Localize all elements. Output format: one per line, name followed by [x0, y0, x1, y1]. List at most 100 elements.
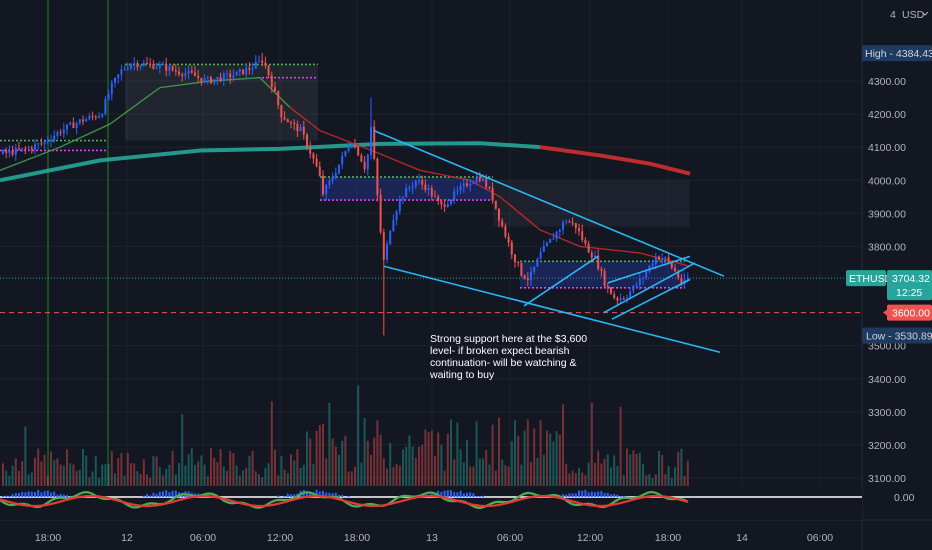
candle-body[interactable] [482, 178, 484, 181]
candle-body[interactable] [40, 143, 43, 145]
candle-body[interactable] [190, 70, 193, 73]
candle-body[interactable] [552, 238, 555, 240]
candle-body[interactable] [434, 196, 436, 198]
trendline[interactable] [523, 255, 599, 307]
candle-body[interactable] [565, 221, 568, 223]
candle-body[interactable] [171, 66, 174, 71]
candle-body[interactable] [306, 134, 308, 148]
candle-body[interactable] [629, 291, 632, 298]
candle-body[interactable] [101, 114, 104, 117]
candle-body[interactable] [312, 153, 315, 159]
candle-body[interactable] [245, 67, 248, 75]
candle-body[interactable] [277, 91, 280, 106]
candle-body[interactable] [578, 228, 580, 232]
candle-body[interactable] [219, 77, 222, 82]
candle-body[interactable] [418, 180, 420, 182]
candle-body[interactable] [386, 244, 388, 260]
candle-body[interactable] [398, 198, 401, 212]
candle-body[interactable] [664, 257, 667, 259]
candle-body[interactable] [574, 223, 577, 229]
candle-body[interactable] [30, 147, 33, 150]
candle-body[interactable] [155, 67, 158, 69]
candle-body[interactable] [645, 271, 648, 278]
candle-body[interactable] [309, 147, 312, 154]
candle-body[interactable] [520, 262, 523, 276]
candle-body[interactable] [331, 178, 334, 181]
candle-body[interactable] [539, 251, 542, 259]
candle-body[interactable] [603, 270, 606, 287]
candle-body[interactable] [491, 187, 494, 201]
candle-body[interactable] [203, 78, 206, 83]
candle-body[interactable] [446, 204, 449, 208]
candle-body[interactable] [117, 74, 120, 78]
candle-body[interactable] [555, 231, 558, 239]
candle-body[interactable] [360, 155, 363, 162]
candle-body[interactable] [373, 126, 376, 159]
candle-body[interactable] [334, 173, 337, 179]
candle-body[interactable] [293, 122, 296, 124]
candle-body[interactable] [450, 199, 452, 205]
candle-body[interactable] [600, 268, 603, 271]
candle-body[interactable] [507, 236, 510, 243]
trendline[interactable] [611, 278, 691, 320]
candle-body[interactable] [82, 119, 84, 122]
candle-body[interactable] [341, 155, 344, 165]
candle-body[interactable] [197, 76, 200, 78]
candle-body[interactable] [248, 67, 251, 70]
candle-body[interactable] [357, 146, 360, 156]
candle-body[interactable] [661, 258, 664, 260]
candle-body[interactable] [616, 297, 619, 301]
candle-body[interactable] [200, 77, 203, 83]
candle-body[interactable] [318, 166, 321, 176]
candles[interactable] [2, 53, 689, 336]
candle-body[interactable] [267, 65, 270, 76]
candle-body[interactable] [651, 264, 654, 266]
candle-body[interactable] [286, 119, 289, 123]
candle-body[interactable] [405, 187, 408, 198]
candle-body[interactable] [126, 68, 129, 70]
candle-body[interactable] [376, 158, 379, 195]
candle-body[interactable] [622, 298, 625, 300]
candle-body[interactable] [635, 284, 638, 286]
candle-body[interactable] [14, 148, 17, 155]
candle-body[interactable] [504, 226, 507, 237]
candle-body[interactable] [411, 186, 414, 188]
candle-body[interactable] [510, 242, 513, 255]
candle-body[interactable] [408, 187, 411, 189]
annotation[interactable]: Strong support here at the $3,600 level-… [430, 333, 600, 393]
candle-body[interactable] [152, 63, 155, 69]
candle-body[interactable] [296, 123, 299, 132]
candle-body[interactable] [328, 180, 331, 186]
candle-body[interactable] [462, 183, 465, 187]
candle-body[interactable] [485, 178, 488, 188]
candle-body[interactable] [437, 196, 440, 201]
candle-body[interactable] [290, 122, 292, 124]
candle-body[interactable] [517, 262, 520, 264]
candle-body[interactable] [94, 116, 97, 118]
candle-body[interactable] [414, 180, 417, 187]
candle-body[interactable] [206, 77, 209, 79]
candle-body[interactable] [350, 145, 353, 148]
candle-body[interactable] [453, 191, 456, 200]
candle-body[interactable] [104, 99, 107, 115]
candle-body[interactable] [2, 150, 4, 154]
candle-body[interactable] [184, 73, 187, 76]
candle-body[interactable] [459, 186, 462, 191]
candle-body[interactable] [379, 194, 382, 233]
candle-body[interactable] [34, 144, 36, 150]
candle-body[interactable] [523, 275, 526, 279]
candle-body[interactable] [347, 147, 350, 152]
candle-body[interactable] [229, 73, 232, 78]
candle-body[interactable] [299, 126, 302, 132]
candle-body[interactable] [66, 124, 68, 130]
candle-body[interactable] [469, 183, 472, 187]
candle-body[interactable] [536, 258, 539, 267]
candle-body[interactable] [69, 122, 72, 125]
candle-body[interactable] [238, 69, 241, 72]
candle-body[interactable] [27, 147, 30, 149]
trendline[interactable] [607, 255, 691, 284]
candle-body[interactable] [88, 115, 91, 120]
trendline[interactable] [383, 265, 721, 354]
candle-body[interactable] [114, 77, 116, 83]
